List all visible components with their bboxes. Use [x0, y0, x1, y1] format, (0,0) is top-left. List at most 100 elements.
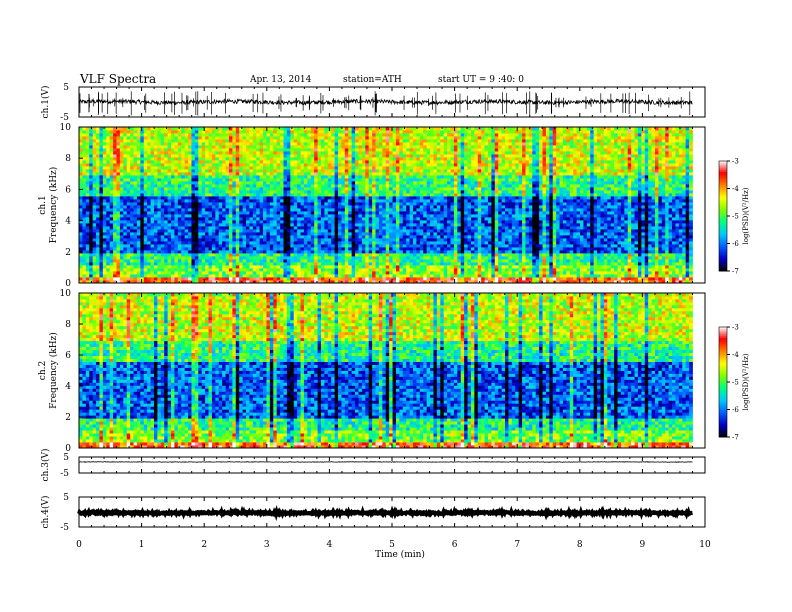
- heatmap-cell: [338, 211, 342, 215]
- heatmap-cell: [419, 211, 424, 215]
- heatmap-cell: [559, 277, 564, 281]
- heatmap-cell: [689, 238, 693, 242]
- heatmap-cell: [559, 280, 564, 284]
- heatmap-cell: [477, 238, 482, 242]
- heatmap-cell: [542, 262, 547, 266]
- heatmap-cell: [532, 253, 537, 257]
- heatmap-cell: [375, 220, 380, 224]
- heatmap-cell: [136, 208, 141, 212]
- heatmap-cell: [246, 208, 250, 212]
- heatmap-cell: [399, 229, 404, 233]
- heatmap-cell: [637, 277, 642, 281]
- heatmap-cell: [559, 247, 564, 251]
- heatmap-cell: [303, 232, 308, 236]
- heatmap-cell: [651, 241, 656, 245]
- heatmap-cell: [675, 274, 680, 278]
- heatmap-cell: [375, 211, 380, 215]
- heatmap-cell: [487, 208, 492, 212]
- heatmap-cell: [665, 229, 670, 233]
- heatmap-cell: [470, 277, 475, 281]
- heatmap-cell: [252, 271, 257, 275]
- heatmap-cell: [658, 214, 663, 218]
- heatmap-cell: [501, 271, 506, 275]
- heatmap-cell: [467, 280, 472, 284]
- heatmap-cell: [515, 256, 520, 260]
- heatmap-cell: [99, 232, 104, 236]
- heatmap-cell: [211, 235, 216, 239]
- heatmap-cell: [491, 262, 496, 266]
- heatmap-cell: [593, 265, 598, 269]
- heatmap-cell: [586, 280, 591, 284]
- heatmap-cell: [511, 205, 516, 209]
- heatmap-cell: [532, 220, 537, 224]
- heatmap-cell: [286, 241, 291, 245]
- heatmap-cell: [525, 244, 530, 248]
- heatmap-cell: [409, 259, 414, 263]
- heatmap-cell: [562, 259, 567, 263]
- heatmap-cell: [447, 250, 451, 254]
- heatmap-cell: [549, 250, 554, 254]
- heatmap-cell: [624, 247, 629, 251]
- heatmap-cell: [378, 271, 383, 275]
- heatmap-cell: [566, 268, 571, 272]
- heatmap-cell: [355, 214, 359, 218]
- heatmap-cell: [395, 247, 400, 251]
- heatmap-cell: [211, 280, 216, 284]
- heatmap-cell: [269, 211, 274, 215]
- heatmap-cell: [375, 235, 380, 239]
- heatmap-cell: [205, 277, 209, 281]
- heatmap-cell: [259, 241, 264, 245]
- heatmap-cell: [494, 211, 499, 215]
- heatmap-cell: [484, 265, 489, 269]
- heatmap-cell: [317, 244, 322, 248]
- heatmap-cell: [99, 247, 104, 251]
- heatmap-cell: [556, 208, 560, 212]
- heatmap-cell: [528, 277, 533, 281]
- heatmap-cell: [263, 205, 267, 209]
- heatmap-cell: [92, 238, 97, 242]
- heatmap-cell: [232, 268, 237, 272]
- heatmap-cell: [167, 205, 172, 209]
- heatmap-cell: [361, 277, 366, 281]
- heatmap-cell: [419, 268, 424, 272]
- heatmap-cell: [566, 226, 571, 230]
- heatmap-cell: [399, 217, 404, 221]
- heatmap-cell: [651, 208, 656, 212]
- heatmap-cell: [580, 217, 584, 221]
- heatmap-cell: [153, 253, 158, 257]
- heatmap-cell: [283, 265, 288, 269]
- heatmap-cell: [99, 259, 104, 263]
- heatmap-cell: [239, 247, 243, 251]
- heatmap-cell: [580, 235, 584, 239]
- heatmap-cell: [334, 244, 339, 248]
- heatmap-cell: [171, 277, 175, 281]
- heatmap-cell: [399, 214, 404, 218]
- heatmap-cell: [133, 268, 138, 272]
- heatmap-cell: [569, 208, 574, 212]
- heatmap-cell: [153, 214, 158, 218]
- heatmap-cell: [160, 211, 165, 215]
- heatmap-cell: [317, 235, 322, 239]
- heatmap-cell: [453, 208, 458, 212]
- heatmap-cell: [419, 217, 424, 221]
- heatmap-cell: [569, 232, 574, 236]
- heatmap-cell: [266, 247, 271, 251]
- heatmap-cell: [351, 220, 356, 224]
- heatmap-cell: [416, 244, 421, 248]
- heatmap-cell: [211, 277, 216, 281]
- heatmap-cell: [82, 259, 87, 263]
- heatmap-cell: [627, 238, 632, 242]
- heatmap-cell: [474, 277, 479, 281]
- heatmap-cell: [198, 250, 203, 254]
- heatmap-cell: [222, 259, 226, 263]
- heatmap-cell: [266, 232, 271, 236]
- heatmap-cell: [583, 223, 588, 227]
- heatmap-cell: [355, 253, 359, 257]
- heatmap-cell: [181, 202, 186, 206]
- heatmap-cell: [457, 250, 462, 254]
- heatmap-cell: [641, 214, 646, 218]
- heatmap-cell: [286, 232, 291, 236]
- heatmap-cell: [651, 235, 656, 239]
- heatmap-cell: [474, 244, 479, 248]
- heatmap-cell: [419, 250, 424, 254]
